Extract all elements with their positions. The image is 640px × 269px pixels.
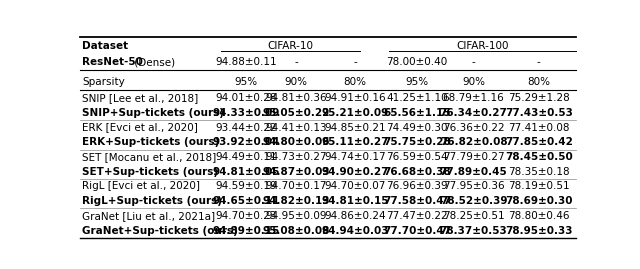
Text: -: -: [537, 57, 541, 67]
Text: 75.75±0.28: 75.75±0.28: [383, 137, 451, 147]
Text: RigL [Evci et al., 2020]: RigL [Evci et al., 2020]: [83, 181, 200, 191]
Text: 77.58±0.47: 77.58±0.47: [383, 196, 451, 206]
Text: 90%: 90%: [285, 77, 308, 87]
Text: 77.70±0.47: 77.70±0.47: [383, 225, 451, 235]
Text: -: -: [353, 57, 357, 67]
Text: 78.37±0.53: 78.37±0.53: [440, 225, 508, 235]
Text: SET [Mocanu et al., 2018]: SET [Mocanu et al., 2018]: [83, 152, 217, 162]
Text: 77.85±0.42: 77.85±0.42: [505, 137, 573, 147]
Text: CIFAR-100: CIFAR-100: [456, 41, 509, 51]
Text: 77.41±0.08: 77.41±0.08: [508, 123, 570, 133]
Text: 95%: 95%: [406, 77, 429, 87]
Text: 90%: 90%: [462, 77, 485, 87]
Text: 94.59±0.19: 94.59±0.19: [215, 181, 277, 191]
Text: 78.95±0.33: 78.95±0.33: [505, 225, 573, 235]
Text: (Dense): (Dense): [131, 57, 175, 67]
Text: 80%: 80%: [344, 77, 367, 87]
Text: 94.94±0.03: 94.94±0.03: [321, 225, 388, 235]
Text: -: -: [294, 57, 298, 67]
Text: 95.08±0.08: 95.08±0.08: [262, 225, 330, 235]
Text: 95.21±0.09: 95.21±0.09: [321, 108, 388, 118]
Text: -: -: [472, 57, 476, 67]
Text: 75.29±1.28: 75.29±1.28: [508, 93, 570, 103]
Text: SET+Sup-tickets (ours): SET+Sup-tickets (ours): [83, 167, 219, 177]
Text: 94.33±0.09: 94.33±0.09: [212, 108, 280, 118]
Text: 77.79±0.27: 77.79±0.27: [443, 152, 504, 162]
Text: 94.85±0.21: 94.85±0.21: [324, 123, 386, 133]
Text: GraNet+Sup-tickets (ours): GraNet+Sup-tickets (ours): [83, 225, 238, 235]
Text: 94.86±0.24: 94.86±0.24: [324, 211, 386, 221]
Text: 77.89±0.45: 77.89±0.45: [440, 167, 508, 177]
Text: 41.25±1.10: 41.25±1.10: [386, 93, 448, 103]
Text: 94.95±0.09: 94.95±0.09: [266, 211, 327, 221]
Text: ERK+Sup-tickets (ours): ERK+Sup-tickets (ours): [83, 137, 220, 147]
Text: 94.81±0.15: 94.81±0.15: [321, 196, 388, 206]
Text: 94.82±0.13: 94.82±0.13: [262, 196, 330, 206]
Text: 77.47±0.22: 77.47±0.22: [386, 211, 448, 221]
Text: Dataset: Dataset: [83, 41, 129, 51]
Text: 78.52±0.39: 78.52±0.39: [440, 196, 508, 206]
Text: 94.80±0.06: 94.80±0.06: [262, 137, 330, 147]
Text: 76.82±0.08: 76.82±0.08: [440, 137, 508, 147]
Text: 94.70±0.07: 94.70±0.07: [324, 181, 386, 191]
Text: GraNet [Liu et al., 2021a]: GraNet [Liu et al., 2021a]: [83, 211, 216, 221]
Text: CIFAR-10: CIFAR-10: [268, 41, 314, 51]
Text: 65.56±1.15: 65.56±1.15: [383, 108, 451, 118]
Text: Sparsity: Sparsity: [83, 77, 125, 87]
Text: 76.96±0.39: 76.96±0.39: [386, 181, 448, 191]
Text: 76.34±0.27: 76.34±0.27: [440, 108, 508, 118]
Text: 95.11±0.27: 95.11±0.27: [321, 137, 388, 147]
Text: 78.80±0.46: 78.80±0.46: [508, 211, 570, 221]
Text: 76.59±0.54: 76.59±0.54: [386, 152, 448, 162]
Text: 76.68±0.38: 76.68±0.38: [383, 167, 451, 177]
Text: 94.90±0.27: 94.90±0.27: [321, 167, 388, 177]
Text: 77.95±0.36: 77.95±0.36: [443, 181, 504, 191]
Text: 78.35±0.18: 78.35±0.18: [508, 167, 570, 177]
Text: 94.01±0.28: 94.01±0.28: [216, 93, 277, 103]
Text: 94.73±0.27: 94.73±0.27: [266, 152, 327, 162]
Text: SNIP+Sup-tickets (ours): SNIP+Sup-tickets (ours): [83, 108, 225, 118]
Text: 94.70±0.17: 94.70±0.17: [266, 181, 327, 191]
Text: 95%: 95%: [235, 77, 258, 87]
Text: 74.49±0.30: 74.49±0.30: [387, 123, 448, 133]
Text: 94.81±0.36: 94.81±0.36: [266, 93, 327, 103]
Text: 94.81±0.05: 94.81±0.05: [212, 167, 280, 177]
Text: 68.79±1.16: 68.79±1.16: [443, 93, 504, 103]
Text: ResNet-50: ResNet-50: [83, 57, 143, 67]
Text: 94.88±0.11: 94.88±0.11: [215, 57, 277, 67]
Text: 94.89±0.15: 94.89±0.15: [212, 225, 280, 235]
Text: 95.05±0.22: 95.05±0.22: [262, 108, 330, 118]
Text: 78.45±0.50: 78.45±0.50: [505, 152, 573, 162]
Text: 93.92±0.04: 93.92±0.04: [212, 137, 280, 147]
Text: 78.19±0.51: 78.19±0.51: [508, 181, 570, 191]
Text: SNIP [Lee et al., 2018]: SNIP [Lee et al., 2018]: [83, 93, 199, 103]
Text: 94.91±0.16: 94.91±0.16: [324, 93, 386, 103]
Text: RigL+Sup-tickets (ours): RigL+Sup-tickets (ours): [83, 196, 223, 206]
Text: 94.41±0.13: 94.41±0.13: [266, 123, 327, 133]
Text: 77.43±0.53: 77.43±0.53: [505, 108, 573, 118]
Text: 78.25±0.51: 78.25±0.51: [443, 211, 504, 221]
Text: 94.49±0.11: 94.49±0.11: [215, 152, 277, 162]
Text: 94.87±0.03: 94.87±0.03: [262, 167, 330, 177]
Text: 94.65±0.11: 94.65±0.11: [212, 196, 280, 206]
Text: ERK [Evci et al., 2020]: ERK [Evci et al., 2020]: [83, 123, 198, 133]
Text: 78.00±0.40: 78.00±0.40: [387, 57, 447, 67]
Text: 94.70±0.23: 94.70±0.23: [216, 211, 277, 221]
Text: 94.74±0.17: 94.74±0.17: [324, 152, 386, 162]
Text: 80%: 80%: [527, 77, 550, 87]
Text: 76.36±0.22: 76.36±0.22: [443, 123, 504, 133]
Text: 78.69±0.30: 78.69±0.30: [505, 196, 573, 206]
Text: 93.44±0.22: 93.44±0.22: [215, 123, 277, 133]
